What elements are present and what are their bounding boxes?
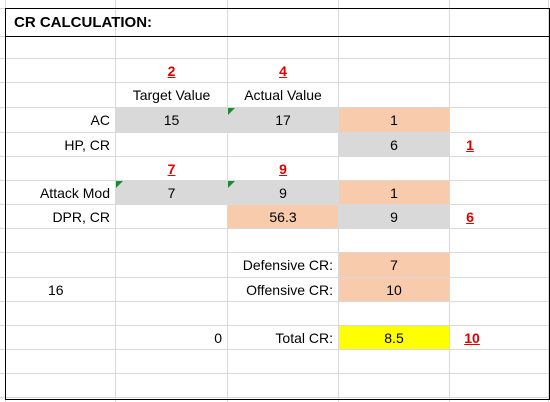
ac-actual-cell[interactable]: 17 [275,112,291,128]
total-ref[interactable]: 10 [464,329,480,346]
comment-indicator-icon[interactable] [228,181,235,188]
comment-indicator-icon[interactable] [228,108,235,115]
offensive-cr-label[interactable]: Offensive CR: [246,281,333,298]
dpr-actual-fill [228,205,338,228]
attack-mod-label[interactable]: Attack Mod [39,184,110,201]
gridline [0,180,550,181]
hp-ref[interactable]: 1 [466,136,474,153]
gridline [0,373,550,374]
gridline [548,0,549,402]
gridline [0,204,550,205]
ac-result-fill [339,108,449,132]
defensive-fill [339,253,449,277]
total-fill [339,326,449,349]
gridline [0,349,550,350]
ac-result-cell[interactable]: 1 [390,112,398,128]
gridline [0,228,550,229]
actual-value-header[interactable]: Actual Value [244,87,322,103]
dpr-result-fill [339,205,449,228]
zero-value-cell[interactable]: 0 [214,329,222,346]
hp-label[interactable]: HP, CR [64,136,110,153]
gridline [115,0,116,402]
attack-values-fill [116,181,338,204]
side-value-cell[interactable]: 16 [48,281,64,298]
gridline [0,82,550,83]
dpr-result-cell[interactable]: 9 [390,208,398,225]
ac-target-cell[interactable]: 15 [163,112,180,128]
attack-result-cell[interactable]: 1 [390,184,398,201]
actual-header-ref[interactable]: 4 [279,62,287,79]
dpr-ref[interactable]: 6 [466,208,474,225]
offensive-fill [339,278,449,301]
total-cr-value[interactable]: 8.5 [384,329,404,346]
gridline [338,0,339,402]
gridline [0,107,550,108]
attack-actual-cell[interactable]: 9 [279,184,287,201]
gridline [0,277,550,278]
target-header-ref[interactable]: 2 [167,62,176,79]
defensive-cr-label[interactable]: Defensive CR: [242,257,333,273]
hp-result-fill [339,133,449,156]
gridline [0,325,550,326]
ac-values-fill [116,108,338,132]
gridline [449,0,450,402]
comment-indicator-icon[interactable] [116,181,123,188]
gridline [0,301,550,302]
total-cr-label[interactable]: Total CR: [275,329,333,346]
attack-target-ref[interactable]: 7 [167,160,176,177]
gridline [0,397,550,398]
offensive-cr-value[interactable]: 10 [386,281,402,298]
defensive-cr-value[interactable]: 7 [390,257,398,273]
attack-target-cell[interactable]: 7 [167,184,176,201]
dpr-actual-cell[interactable]: 56.3 [269,208,297,225]
target-value-header[interactable]: Target Value [132,87,211,103]
hp-result-cell[interactable]: 6 [390,136,398,153]
gridline [0,156,550,157]
attack-result-fill [339,181,449,204]
attack-actual-ref[interactable]: 9 [279,160,287,177]
gridline [0,58,550,59]
dpr-label[interactable]: DPR, CR [52,208,110,225]
sheet-title[interactable]: CR CALCULATION: [14,14,153,31]
gridline [0,132,550,133]
ac-label[interactable]: AC [90,112,110,128]
gridline [0,252,550,253]
